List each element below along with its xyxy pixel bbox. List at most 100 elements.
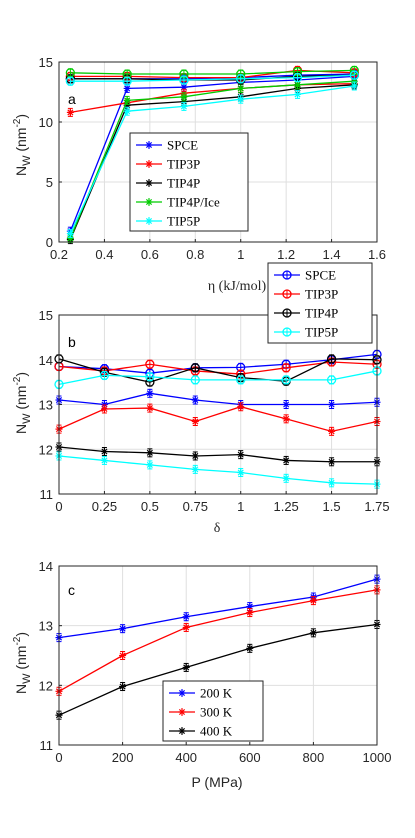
data-point	[328, 427, 336, 435]
series-line-unnamed-6	[58, 446, 377, 463]
series-line-unnamed-7	[58, 455, 378, 485]
data-point	[282, 401, 290, 408]
y-tick-label: 12	[39, 442, 53, 457]
series-line-200-k	[58, 578, 378, 639]
legend-label: TIP5P	[305, 325, 338, 340]
legend-label: TIP4P	[305, 306, 338, 321]
x-tick-label: 0	[55, 750, 62, 765]
legend-box	[267, 262, 373, 344]
y-tick-label: 11	[40, 738, 54, 753]
data-point	[236, 74, 246, 84]
legend-marker	[145, 198, 153, 206]
data-point	[328, 458, 336, 466]
panel-b: 0 0.25 0.5 0.75 1 1.25 1.5 1.75 11 12 13 14 15 b δ N…	[12, 262, 390, 536]
legend-item: 200 K	[169, 686, 233, 701]
data-point	[179, 75, 189, 85]
x-tick-label: 1000	[363, 750, 392, 765]
series-line-unnamed-8	[70, 69, 355, 75]
data-point	[190, 363, 200, 373]
x-tick-label: 0.6	[141, 247, 159, 262]
data-point	[237, 95, 245, 103]
legend-item: TIP5P	[136, 214, 200, 229]
data-point	[294, 81, 301, 89]
x-tick-label: 1.2	[277, 247, 295, 262]
series-line-tip5p	[69, 85, 355, 234]
legend-item: SPCE	[136, 138, 198, 153]
x-tick-label: 800	[303, 750, 325, 765]
x-axis-label-c: P (MPa)	[191, 774, 242, 790]
y-tick-label: 0	[46, 235, 53, 250]
y-tick-label: 14	[39, 353, 53, 368]
legend-item: TIP5P	[274, 325, 338, 340]
data-point	[123, 84, 131, 92]
data-point	[182, 623, 190, 631]
legend-marker	[178, 708, 186, 716]
y-tick-label: 13	[39, 619, 53, 634]
legend-marker	[145, 141, 153, 149]
legend-item: 300 K	[169, 705, 233, 720]
x-tick-label: 1.5	[323, 499, 341, 514]
panel-letter-a: a	[68, 91, 76, 107]
ticks-a: 0.2 0.4 0.6 0.8 1 1.2 1.4 1.6 0 5 10 15	[39, 55, 387, 262]
data-point	[180, 102, 188, 110]
legend-marker	[145, 160, 153, 168]
legend-label: SPCE	[167, 138, 198, 153]
legend-item: TIP3P	[274, 287, 338, 302]
ticks-c: 0 200 400 600 800 1000 11 12 13 14	[39, 559, 392, 765]
data-point	[237, 403, 245, 411]
data-point	[328, 401, 336, 408]
data-point	[66, 108, 74, 116]
legend-label: TIP4P/Ice	[167, 195, 220, 210]
y-tick-label: 13	[39, 398, 53, 413]
data-point	[122, 76, 132, 86]
data-point	[119, 683, 127, 691]
data-point	[236, 375, 246, 385]
data-point	[191, 418, 199, 426]
y-axis-label-a: NW (nm-2)	[12, 114, 33, 176]
panel-c: 0 200 400 600 800 1000 11 12 13 14 c P (MPa) NW (…	[12, 559, 391, 790]
x-tick-label: 0.25	[92, 499, 117, 514]
panel-letter-b: b	[68, 334, 76, 350]
data-point	[281, 375, 291, 385]
legend-item: TIP4P	[274, 306, 338, 321]
legend-marker	[282, 327, 292, 337]
series-line-unnamed-9	[70, 74, 355, 82]
data-point	[145, 359, 155, 369]
data-point	[145, 372, 155, 382]
series-line-tip4p	[69, 84, 355, 240]
data-point	[100, 447, 108, 455]
x-axis-label-a: η (kJ/mol)	[208, 279, 267, 294]
y-tick-label: 15	[39, 55, 53, 70]
series-line-unnamed-5	[58, 406, 378, 433]
legend-label: TIP5P	[167, 214, 200, 229]
series-line-tip5p	[58, 370, 378, 386]
legend-label: 200 K	[200, 686, 233, 701]
data-point	[246, 644, 254, 652]
y-tick-label: 14	[39, 559, 53, 574]
data-point	[146, 389, 154, 397]
panel-letter-c: c	[68, 582, 75, 598]
data-point	[100, 456, 108, 464]
x-tick-label: 0.5	[141, 499, 159, 514]
legend-label: TIP3P	[167, 157, 200, 172]
legend-label: 400 K	[200, 724, 233, 739]
data-point	[66, 230, 74, 238]
data-point	[282, 415, 290, 423]
data-point	[237, 84, 245, 92]
data-point	[191, 396, 199, 404]
panel-a: 0.2 0.4 0.6 0.8 1 1.2 1.4 1.6 0 5 10 15 a η (kJ/mol…	[12, 55, 386, 294]
data-point	[182, 663, 190, 671]
data-point	[191, 452, 199, 460]
data-point	[246, 609, 254, 617]
data-point	[99, 370, 110, 381]
x-tick-label: 1.4	[323, 247, 341, 262]
data-point	[350, 82, 358, 90]
axes-frame-a	[58, 61, 378, 243]
x-tick-label: 0	[55, 499, 62, 514]
legend-label: TIP4P	[167, 176, 200, 191]
data-point	[294, 90, 301, 98]
y-axis-label-b: NW (nm-2)	[12, 372, 33, 434]
data-point	[146, 404, 154, 412]
data-point	[328, 479, 336, 487]
data-point	[180, 93, 188, 101]
